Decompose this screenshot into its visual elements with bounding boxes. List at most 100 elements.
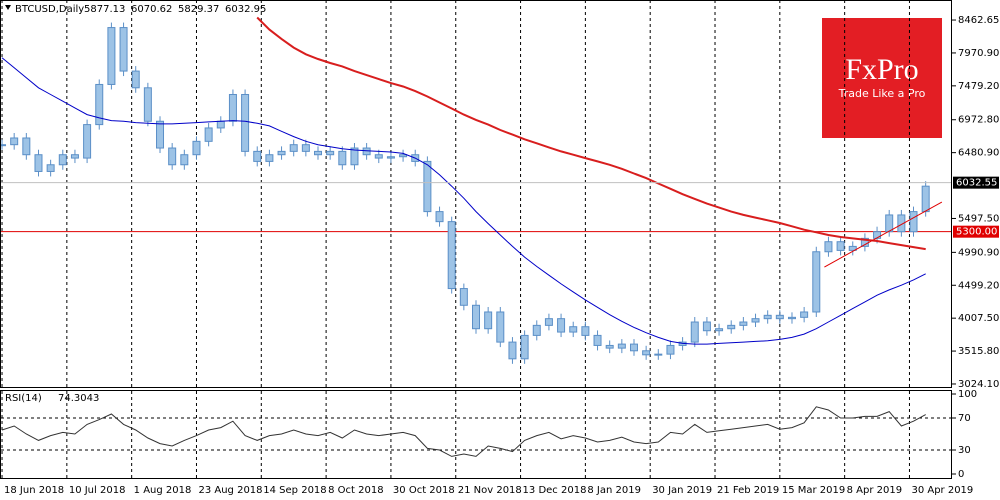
trendline (824, 201, 943, 268)
x-tick-label: 30 Apr 2019 (911, 485, 973, 496)
candle-body (824, 241, 833, 253)
candle-body (168, 147, 177, 166)
rsi-title: RSI(14) (5, 393, 42, 404)
candle-body (617, 343, 626, 349)
rsi-line (1, 406, 926, 457)
candle-body (787, 316, 796, 320)
candle-body (143, 87, 152, 122)
moving-average (1, 57, 926, 345)
candle-body (593, 334, 602, 346)
candle-body (848, 245, 857, 251)
x-tick-label: 8 Oct 2018 (328, 485, 383, 496)
candle-body (921, 185, 930, 213)
candle-body (763, 314, 772, 320)
candle-body (58, 154, 67, 166)
y-tick-label: 4990.90 (958, 247, 999, 258)
main-frame (0, 0, 952, 388)
candle-body (812, 251, 821, 313)
rsi-tick-label: 70 (958, 413, 971, 424)
x-tick-label: 18 Jun 2018 (4, 485, 64, 496)
rsi-frame (0, 390, 952, 479)
candle-body (241, 93, 250, 152)
candle-body (95, 83, 104, 126)
x-tick-label: 8 Apr 2019 (847, 485, 902, 496)
candle-body (605, 344, 614, 349)
candle-body (581, 326, 590, 336)
y-tick-label: 7970.90 (958, 48, 999, 59)
candle-body (350, 147, 359, 166)
x-tick-label: 15 Mar 2019 (782, 485, 845, 496)
candle-body (83, 124, 92, 159)
price-box (953, 176, 999, 189)
y-tick-label: 4007.50 (958, 313, 999, 324)
plot-layer (0, 0, 951, 478)
candle-body (301, 144, 310, 152)
candle-body (119, 27, 128, 72)
candle-body (204, 127, 213, 142)
candle-body (0, 144, 7, 147)
candle-body (265, 154, 274, 162)
candle-body (70, 154, 79, 159)
y-tick-label: 6972.80 (958, 115, 999, 126)
candle-body (642, 350, 651, 356)
candle-body (156, 120, 165, 149)
chart-title: BTCUSD,Daily (15, 4, 84, 15)
header-value: 5829.37 (178, 4, 219, 15)
x-tick-label: 30 Oct 2018 (393, 485, 455, 496)
candle-body (107, 27, 116, 85)
candle-body (22, 137, 31, 156)
y-tick-label: 3515.80 (958, 346, 999, 357)
logo-box (822, 18, 942, 138)
candle-body (897, 214, 906, 233)
candle-body (228, 93, 237, 122)
candle-body (508, 341, 517, 360)
candle-body (751, 318, 760, 323)
rsi-value: 74.3043 (58, 393, 99, 404)
candle-body (216, 120, 225, 129)
x-tick-label: 1 Aug 2018 (134, 485, 192, 496)
candle-body (192, 140, 201, 156)
candle-body (484, 311, 493, 330)
y-tick-label: 6480.90 (958, 148, 999, 159)
candle-body (909, 211, 918, 233)
candle-body (654, 353, 663, 356)
candle-body (314, 150, 323, 156)
x-tick-label: 23 Aug 2018 (198, 485, 262, 496)
candle-body (399, 154, 408, 158)
candle-body (775, 314, 784, 320)
x-tick-label: 10 Jul 2018 (69, 485, 126, 496)
logo-tagline: Trade Like a Pro (838, 87, 926, 100)
candle-body (180, 154, 189, 166)
candle-body (727, 324, 736, 330)
candle-body (131, 70, 140, 89)
candle-body (277, 150, 286, 156)
candle-body (569, 326, 578, 333)
candle-body (532, 324, 541, 336)
price-label: 6032.55 (956, 178, 997, 189)
rsi-tick-label: 30 (958, 445, 971, 456)
candle-body (702, 321, 711, 332)
candle-body (557, 318, 566, 333)
candle-body (666, 344, 675, 355)
candle-body (435, 211, 444, 223)
header-value: 6032.95 (225, 4, 266, 15)
candle-body (10, 137, 19, 146)
candle-body (715, 328, 724, 332)
level-label: 5300.00 (956, 227, 997, 238)
candle-body (836, 241, 845, 251)
level-label-box (953, 225, 999, 238)
header-value: 6070.62 (131, 4, 172, 15)
candle-body (800, 311, 809, 318)
x-tick-label: 21 Nov 2018 (458, 485, 522, 496)
menu-arrow (5, 5, 11, 10)
moving-average (256, 16, 926, 251)
candle-body (885, 214, 894, 233)
candle-body (690, 321, 699, 343)
candle-body (459, 288, 468, 306)
rsi-tick-label: 0 (958, 469, 964, 480)
y-tick-label: 5497.50 (958, 213, 999, 224)
fxpro-logo: FxPro Trade Like a Pro (822, 18, 942, 138)
y-tick-label: 7479.20 (958, 81, 999, 92)
y-tick-label: 4499.20 (958, 280, 999, 291)
